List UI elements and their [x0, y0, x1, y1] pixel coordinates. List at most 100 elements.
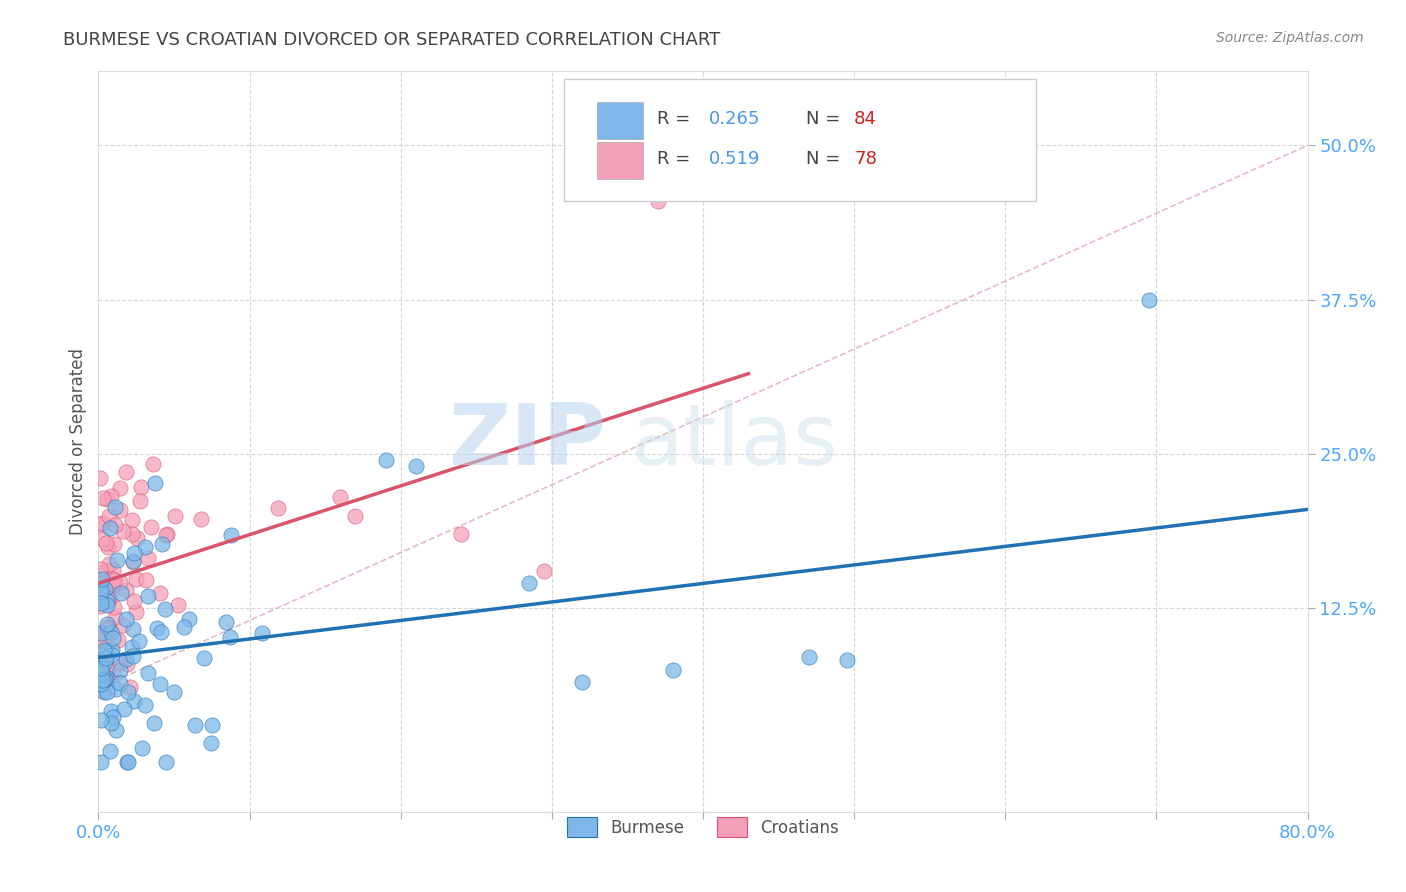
Point: [121, 513, 143, 527]
Point: [118, 681, 141, 695]
Point: [134, 698, 156, 712]
Point: [110, 585, 132, 599]
Point: [94, 564, 117, 578]
Point: [155, 527, 177, 541]
Text: BURMESE VS CROATIAN DIVORCED OR SEPARATED CORRELATION CHART: BURMESE VS CROATIAN DIVORCED OR SEPARATE…: [63, 31, 720, 49]
Point: [450, 527, 472, 541]
Point: [155, 756, 177, 770]
Point: [98, 521, 121, 535]
Point: [98, 592, 121, 607]
Point: [89, 599, 111, 613]
Point: [128, 633, 150, 648]
Point: [121, 640, 143, 654]
Point: [100, 704, 122, 718]
Point: [1137, 293, 1160, 307]
Point: [96, 599, 118, 613]
Text: 84: 84: [855, 111, 877, 128]
Point: [97, 622, 120, 636]
Point: [143, 715, 166, 730]
Point: [94, 651, 117, 665]
Point: [533, 564, 555, 578]
Point: [115, 652, 138, 666]
Point: [405, 459, 427, 474]
Point: [91, 665, 114, 680]
Point: [344, 508, 367, 523]
Point: [329, 490, 352, 504]
Point: [91, 516, 114, 531]
Text: 78: 78: [855, 150, 877, 168]
FancyBboxPatch shape: [564, 78, 1035, 201]
Point: [98, 580, 121, 594]
Point: [115, 756, 138, 770]
Point: [125, 605, 148, 619]
Point: [121, 648, 143, 663]
Point: [571, 675, 593, 690]
Point: [115, 657, 138, 671]
Point: [96, 617, 118, 632]
Point: [145, 621, 167, 635]
Point: [107, 633, 129, 648]
Point: [184, 718, 207, 732]
Point: [163, 509, 186, 524]
Point: [91, 581, 114, 595]
Y-axis label: Divorced or Separated: Divorced or Separated: [69, 348, 87, 535]
Bar: [596, 103, 643, 139]
Point: [105, 723, 128, 738]
Point: [101, 648, 124, 663]
Point: [96, 685, 118, 699]
Point: [110, 676, 132, 690]
Point: [94, 670, 117, 684]
Point: [96, 536, 118, 550]
Point: [167, 598, 190, 612]
Point: [101, 632, 124, 646]
Point: [149, 677, 172, 691]
Point: [797, 650, 820, 665]
Point: [103, 573, 125, 587]
Point: [115, 582, 138, 597]
Point: [267, 501, 290, 516]
Point: [100, 584, 122, 599]
Point: [93, 627, 115, 641]
Point: [117, 756, 139, 770]
Point: [136, 589, 159, 603]
Point: [91, 682, 114, 697]
Text: Source: ZipAtlas.com: Source: ZipAtlas.com: [1216, 31, 1364, 45]
Point: [90, 625, 112, 640]
Point: [114, 612, 136, 626]
Point: [219, 630, 242, 644]
Point: [90, 756, 112, 770]
Point: [142, 458, 165, 472]
Point: [91, 673, 114, 687]
Point: [131, 741, 153, 756]
Text: atlas: atlas: [630, 400, 838, 483]
Point: [103, 600, 125, 615]
Point: [90, 652, 112, 666]
Point: [104, 518, 127, 533]
Point: [96, 491, 118, 506]
Point: [112, 702, 135, 716]
Point: [103, 537, 125, 551]
Point: [103, 710, 125, 724]
Point: [117, 685, 139, 699]
Point: [122, 622, 145, 636]
Text: R =: R =: [657, 111, 696, 128]
Point: [173, 619, 195, 633]
Point: [835, 653, 858, 667]
Point: [97, 620, 120, 634]
Point: [156, 527, 179, 541]
Point: [150, 537, 173, 551]
Bar: [596, 142, 643, 178]
Point: [143, 476, 166, 491]
Point: [108, 663, 131, 677]
Point: [122, 546, 145, 560]
Text: 0.265: 0.265: [709, 111, 761, 128]
Point: [103, 668, 125, 682]
Point: [98, 673, 121, 687]
Point: [90, 581, 112, 595]
Point: [96, 661, 118, 675]
Point: [661, 663, 683, 677]
Point: [134, 541, 156, 555]
Point: [90, 713, 112, 727]
Point: [94, 672, 117, 686]
Text: N =: N =: [806, 150, 846, 168]
